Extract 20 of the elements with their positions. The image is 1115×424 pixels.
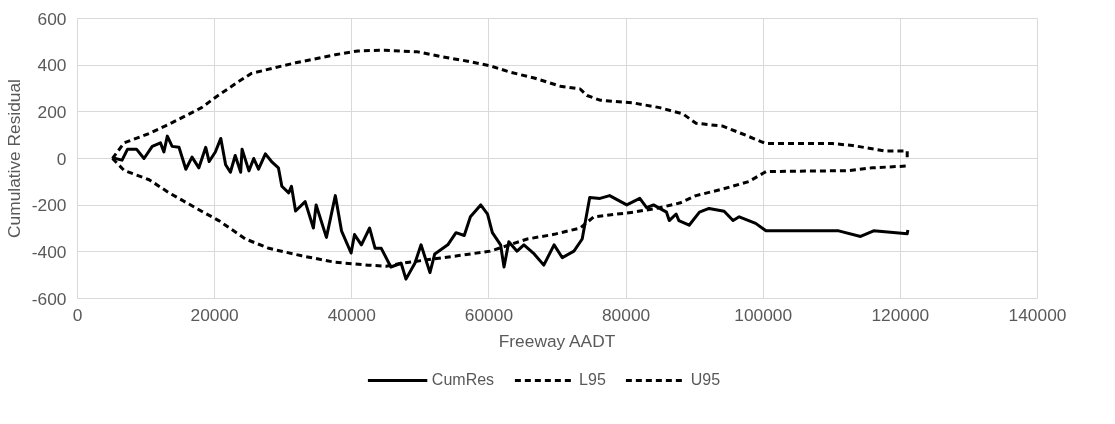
y-tick-label: 400 <box>37 55 67 76</box>
y-tick-label: 600 <box>37 8 67 29</box>
y-tick-label: 200 <box>37 101 67 122</box>
y-tick-label: -600 <box>31 288 67 309</box>
x-tick-label: 20000 <box>190 304 239 325</box>
x-tick-label: 60000 <box>464 304 514 325</box>
y-tick-label: 0 <box>56 148 67 169</box>
x-tick-label: 100000 <box>734 304 793 325</box>
y-tick-label: -400 <box>31 241 67 262</box>
legend-label: U95 <box>690 371 721 389</box>
y-axis-title: Cumulative Residual <box>3 79 24 238</box>
x-tick-label: 0 <box>72 304 83 325</box>
legend-label: L95 <box>579 371 606 389</box>
x-tick-label: 120000 <box>871 304 930 325</box>
x-tick-label: 140000 <box>1008 304 1067 325</box>
x-tick-label: 40000 <box>327 304 376 325</box>
legend-label: CumRes <box>431 371 495 389</box>
y-tick-label: -200 <box>31 195 67 216</box>
x-axis-title: Freeway AADT <box>498 330 616 351</box>
x-tick-label: 80000 <box>601 304 651 325</box>
